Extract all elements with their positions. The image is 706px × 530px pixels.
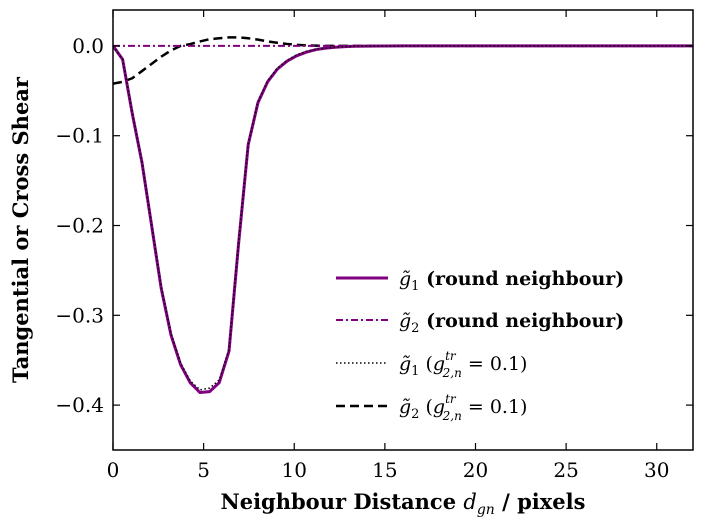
x-tick-label: 5 (197, 458, 210, 482)
x-tick-label: 30 (644, 458, 669, 482)
series-line-4 (113, 36, 693, 85)
y-axis-label: Tangential or Cross Shear (8, 76, 33, 383)
ticks-layer: 0 5 10 15 20 25 30 0.0 −0.1 −0.2 −0.3 −0.4 (55, 10, 693, 482)
y-tick-label: −0.1 (55, 124, 104, 148)
legend-label-1: g̃1 (round neighbour) (399, 268, 624, 294)
y-tick-label: −0.4 (55, 393, 104, 417)
legend: g̃1 (round neighbour) g̃2 (round neighbou… (336, 268, 624, 423)
y-tick-label: −0.2 (55, 214, 104, 238)
x-axis-label: Neighbour Distance dgn / pixels (221, 489, 586, 518)
x-tick-label: 15 (372, 458, 397, 482)
x-tick-label: 20 (463, 458, 488, 482)
series-line-3 (113, 45, 693, 391)
series-layer (113, 36, 693, 395)
legend-label-4: g̃2 (gtr 2,n = 0.1) (399, 392, 527, 423)
y-tick-label: −0.3 (55, 303, 104, 327)
x-tick-label: 10 (282, 458, 307, 482)
series-line-1 (113, 44, 693, 395)
x-tick-label: 25 (553, 458, 578, 482)
x-tick-label: 0 (107, 458, 120, 482)
y-tick-label: 0.0 (72, 34, 104, 58)
legend-label-3: g̃1 (gtr 2,n = 0.1) (399, 349, 527, 380)
legend-label-2: g̃2 (round neighbour) (399, 310, 624, 336)
plot-frame (112, 9, 694, 451)
